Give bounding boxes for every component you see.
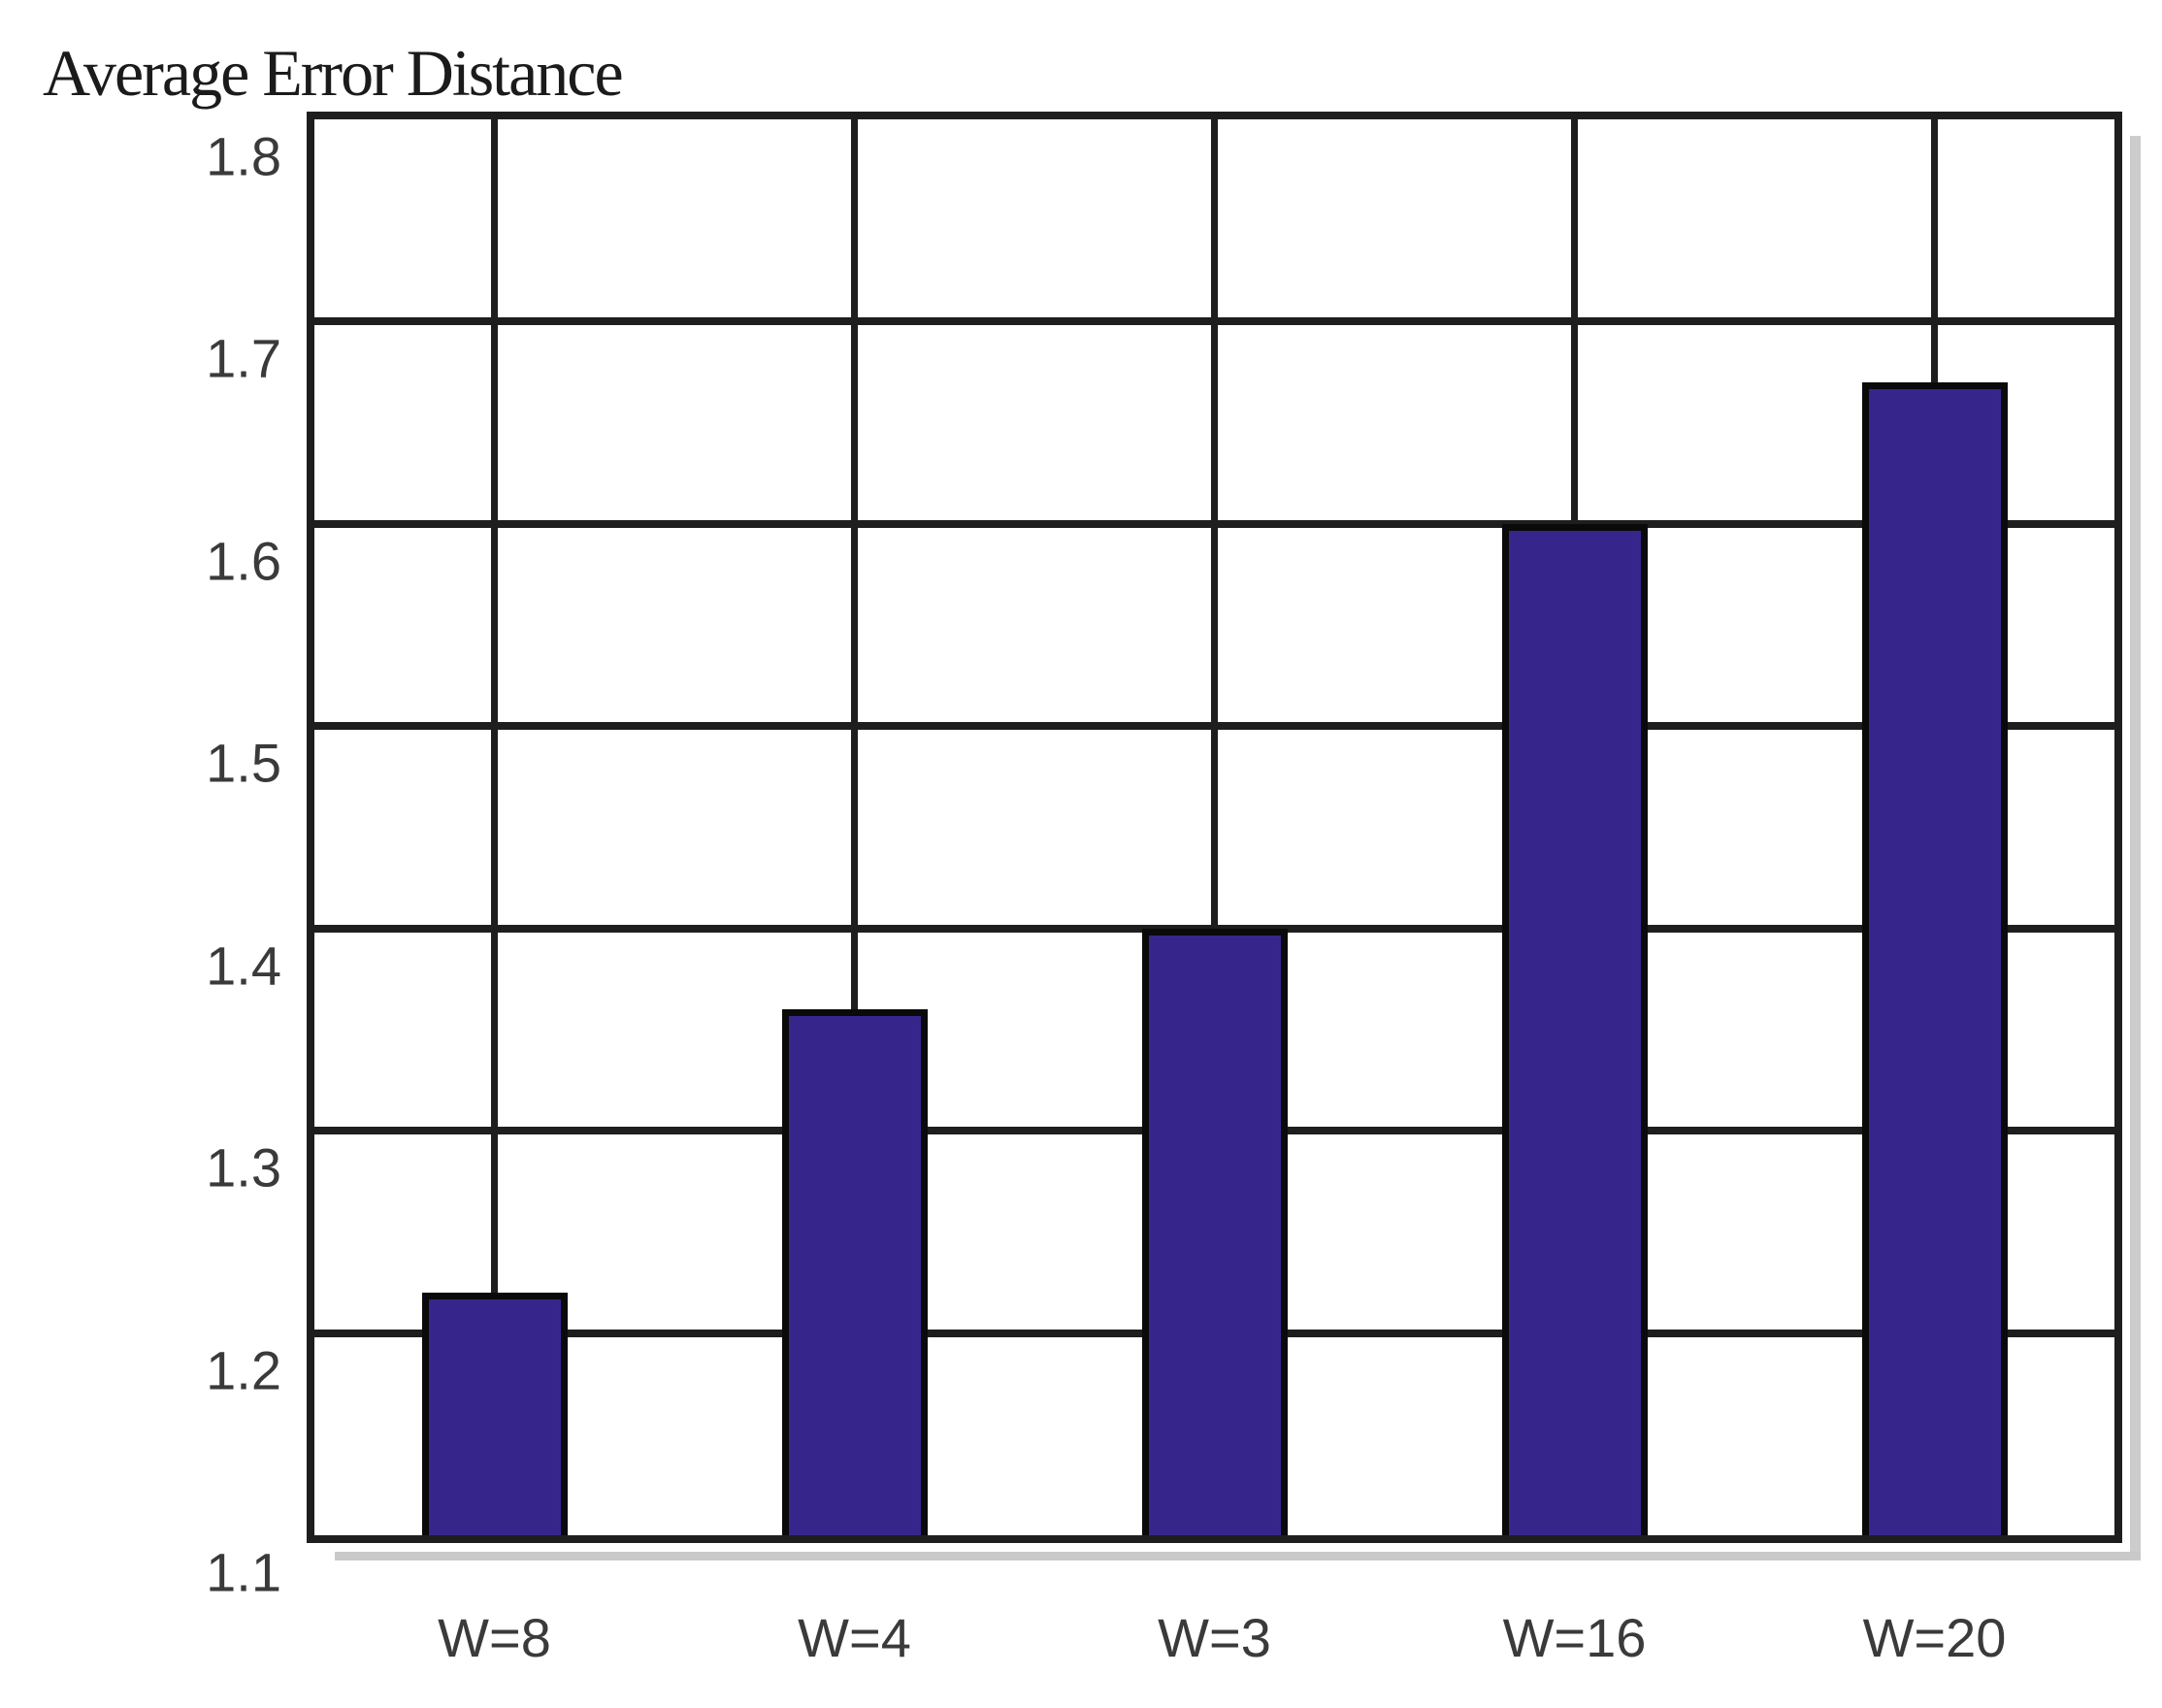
gridline-v	[1211, 119, 1218, 1535]
plot-area	[307, 112, 2122, 1543]
y-tick-label: 1.4	[206, 935, 281, 997]
bar-w-16	[1501, 523, 1648, 1535]
x-tick-label: W=16	[1502, 1607, 1647, 1668]
bar-w-8	[421, 1292, 568, 1535]
bar-w-20	[1861, 381, 2008, 1535]
x-tick-label: W=3	[1158, 1607, 1271, 1668]
y-tick-label: 1.8	[206, 125, 281, 187]
y-tick-label: 1.6	[206, 530, 281, 592]
x-tick-label: W=8	[438, 1607, 551, 1668]
x-tick-label: W=4	[798, 1607, 911, 1668]
bar-w-3	[1141, 928, 1288, 1535]
y-tick-label: 1.3	[206, 1136, 281, 1199]
bar-w-4	[781, 1009, 928, 1535]
gridline-v	[851, 119, 858, 1535]
y-tick-label: 1.5	[206, 732, 281, 794]
y-tick-label: 1.2	[206, 1339, 281, 1401]
y-tick-label: 1.1	[206, 1541, 281, 1603]
plot-shadow-right	[2130, 136, 2141, 1555]
gridline-v	[491, 119, 498, 1535]
chart-title: Average Error Distance	[43, 36, 624, 110]
plot-shadow-bottom	[335, 1552, 2141, 1560]
y-tick-label: 1.7	[206, 327, 281, 389]
x-tick-label: W=20	[1862, 1607, 2007, 1668]
